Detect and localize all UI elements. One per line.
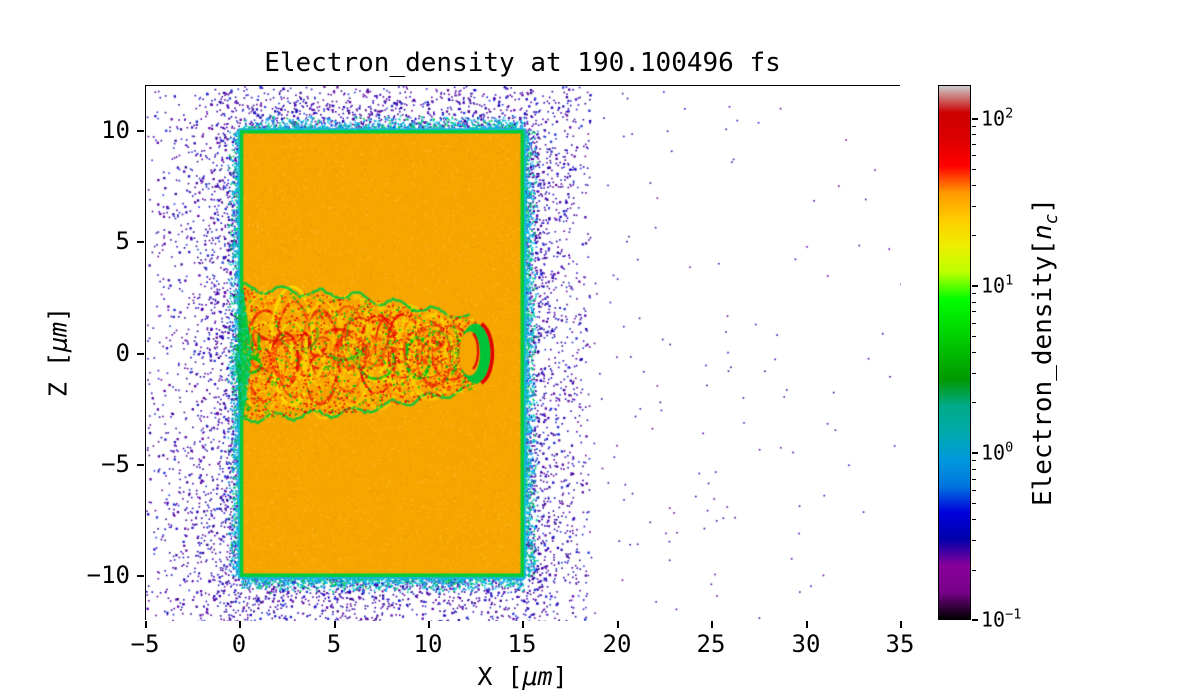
colorbar-label: Electron_density[nc] [1027,197,1063,507]
x-tick-label: 15 [507,630,537,658]
colorbar-tick-label: 10−1 [981,606,1022,632]
colorbar-tick-mark [972,118,978,120]
colorbar-minor-tick [972,235,976,237]
colorbar-minor-tick [972,569,976,571]
x-axis-unit: μm [522,662,553,691]
y-tick-label: 0 [115,339,130,367]
colorbar-minor-tick [972,205,976,207]
heatmap-canvas [146,86,901,621]
x-tick-mark [239,621,241,628]
colorbar-minor-tick [972,519,976,521]
colorbar-minor-tick [972,125,976,127]
y-axis-unit: μm [43,321,73,353]
colorbar-minor-tick [972,311,976,313]
x-tick-label: 25 [696,630,726,658]
x-tick-label: 5 [326,630,342,658]
y-tick-mark [137,353,144,355]
y-tick-mark [137,130,144,132]
colorbar-minor-tick [972,468,976,470]
x-tick-label: −5 [130,630,160,658]
x-tick-mark [617,621,619,628]
y-tick-mark [137,464,144,466]
x-tick-mark [428,621,430,628]
colorbar-tick-label: 102 [981,105,1014,131]
x-axis-label: X [μm] [477,662,568,691]
x-tick-label: 10 [413,630,443,658]
plot-title: Electron_density at 190.100496 fs [264,48,781,78]
colorbar-minor-tick [972,503,976,505]
colorbar-minor-ticks [972,85,976,620]
colorbar-minor-tick [972,322,976,324]
y-tick-label: −5 [101,450,130,478]
colorbar-tick-mark [972,619,978,621]
colorbar-minor-tick [972,478,976,480]
x-tick-mark [900,621,902,628]
y-tick-label: 5 [115,227,130,255]
colorbar-gradient [939,86,970,619]
y-axis-label: Z [μm] [43,306,73,398]
x-tick-label: 0 [231,630,247,658]
x-tick-mark [711,621,713,628]
x-tick-label: 35 [885,630,915,658]
colorbar-minor-tick [972,460,976,462]
colorbar-tick-mark [972,452,978,454]
y-tick-label: −10 [86,561,130,589]
colorbar-minor-tick [972,184,976,186]
colorbar-minor-tick [972,168,976,170]
colorbar-minor-tick [972,301,976,303]
y-tick-label: 10 [101,116,130,144]
colorbar [938,85,971,620]
x-tick-mark [145,621,147,628]
plot-area [145,85,901,621]
colorbar-minor-tick [972,352,976,354]
x-tick-label: 30 [791,630,821,658]
colorbar-minor-tick [972,372,976,374]
colorbar-minor-tick [972,155,976,157]
colorbar-minor-tick [972,402,976,404]
colorbar-tick-label: 101 [981,272,1014,298]
y-tick-mark [137,575,144,577]
x-tick-mark [334,621,336,628]
x-tick-label: 20 [602,630,632,658]
colorbar-tick-label: 100 [981,439,1014,465]
colorbar-minor-tick [972,134,976,136]
colorbar-minor-tick [972,335,976,337]
colorbar-minor-tick [972,293,976,295]
colorbar-minor-tick [972,540,976,542]
x-tick-mark [806,621,808,628]
y-tick-mark [137,241,144,243]
colorbar-minor-tick [972,489,976,491]
colorbar-tick-mark [972,285,978,287]
x-tick-mark [522,621,524,628]
colorbar-minor-tick [972,144,976,146]
